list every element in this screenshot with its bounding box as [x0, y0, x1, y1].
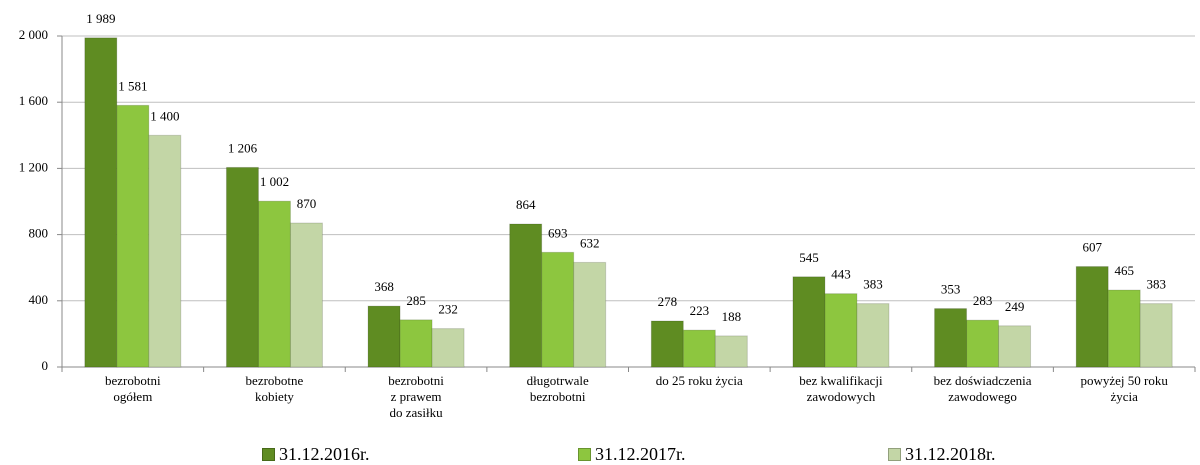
- bar: [148, 134, 182, 368]
- bar: [431, 328, 465, 368]
- bar: [116, 104, 150, 368]
- x-tick-label: do 25 roku życia: [655, 373, 743, 388]
- data-label: 383: [863, 277, 883, 292]
- bar: [84, 37, 118, 368]
- x-tick-label: bez kwalifikacji zawodowych: [799, 373, 883, 404]
- data-label: 545: [799, 250, 819, 265]
- data-label: 223: [690, 303, 710, 318]
- data-label: 1 206: [228, 140, 258, 155]
- data-label: 1 581: [118, 78, 147, 93]
- legend-swatch: [262, 448, 275, 461]
- y-tick-label: 800: [29, 226, 49, 241]
- x-tick-label: bezrobotni z prawem do zasiłku: [388, 373, 444, 420]
- data-label: 632: [580, 235, 600, 250]
- bar: [934, 308, 968, 368]
- x-tick-label: bez doświadczenia zawodowego: [933, 373, 1032, 404]
- bar: [824, 293, 858, 368]
- bar: [1107, 289, 1141, 368]
- y-tick-label: 0: [42, 358, 49, 373]
- data-label: 693: [548, 225, 568, 240]
- data-label: 1 002: [260, 174, 289, 189]
- bar: [541, 251, 575, 368]
- legend-swatch: [888, 448, 901, 461]
- legend-item: 31.12.2018r.: [888, 444, 996, 465]
- legend-label: 31.12.2016r.: [279, 444, 370, 464]
- data-label: 864: [516, 197, 536, 212]
- bar: [998, 325, 1032, 368]
- bar: [714, 335, 748, 368]
- data-label: 465: [1114, 263, 1134, 278]
- bar: [1075, 266, 1109, 368]
- y-tick-label: 1 200: [19, 159, 48, 174]
- bar: [856, 303, 890, 368]
- data-label: 368: [374, 279, 394, 294]
- bar: [650, 320, 684, 368]
- legend-swatch: [578, 448, 591, 461]
- data-label: 607: [1082, 240, 1102, 255]
- legend-label: 31.12.2017r.: [595, 444, 686, 464]
- y-tick-label: 2 000: [19, 27, 48, 42]
- bar: [573, 261, 607, 368]
- bar: [399, 319, 433, 368]
- data-label: 232: [438, 302, 458, 317]
- data-label: 278: [658, 294, 678, 309]
- x-tick-label: długotrwale bezrobotni: [526, 373, 589, 404]
- bar: [682, 329, 716, 368]
- data-label: 283: [973, 293, 993, 308]
- bar: [966, 319, 1000, 368]
- bar: [1139, 303, 1173, 368]
- data-label: 249: [1005, 299, 1025, 314]
- data-label: 443: [831, 267, 851, 282]
- bar: [367, 305, 401, 368]
- bar: [225, 166, 259, 368]
- data-label: 1 989: [86, 11, 115, 26]
- bar: [289, 222, 323, 368]
- bar: [509, 223, 543, 368]
- y-tick-label: 1 600: [19, 93, 48, 108]
- y-tick-label: 400: [29, 292, 49, 307]
- data-label: 1 400: [150, 108, 179, 123]
- legend-item: 31.12.2016r.: [262, 444, 370, 465]
- data-label: 188: [722, 309, 742, 324]
- bar: [257, 200, 291, 368]
- data-label: 353: [941, 282, 961, 297]
- bar: [792, 276, 826, 368]
- x-tick-label: bezrobotne kobiety: [245, 373, 304, 404]
- data-label: 383: [1146, 277, 1166, 292]
- data-label: 285: [406, 293, 426, 308]
- x-tick-label: powyżej 50 roku życia: [1080, 373, 1168, 404]
- legend-item: 31.12.2017r.: [578, 444, 686, 465]
- legend-label: 31.12.2018r.: [905, 444, 996, 464]
- data-label: 870: [297, 196, 317, 211]
- x-tick-label: bezrobotni ogółem: [105, 373, 161, 404]
